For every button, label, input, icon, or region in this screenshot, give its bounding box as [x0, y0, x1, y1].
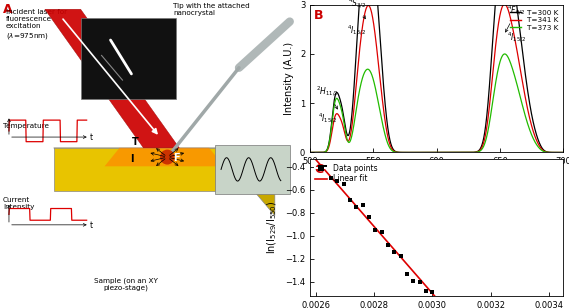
Text: $^4I_{15/2}$: $^4I_{15/2}$	[507, 31, 526, 46]
Point	[333, 179, 342, 184]
Polygon shape	[254, 148, 275, 216]
Polygon shape	[105, 148, 224, 166]
Point	[352, 205, 361, 210]
Text: Sample (on an XY
piezo-stage): Sample (on an XY piezo-stage)	[93, 277, 158, 291]
Circle shape	[160, 150, 174, 164]
Text: C: C	[314, 163, 323, 176]
Text: $^4I_{15/2}$: $^4I_{15/2}$	[318, 112, 337, 126]
Text: t: t	[90, 133, 93, 142]
Text: $^4I_{15/2}$: $^4I_{15/2}$	[347, 23, 366, 38]
Y-axis label: Intensity (A.U.): Intensity (A.U.)	[284, 42, 294, 115]
Text: t: t	[90, 221, 93, 230]
Point	[384, 242, 393, 247]
Point	[371, 228, 380, 233]
Text: Incident laser for
fluorescence
excitation
($\lambda$=975nm): Incident laser for fluorescence excitati…	[6, 9, 67, 41]
Text: B: B	[314, 9, 323, 22]
Text: Current
Intensity: Current Intensity	[3, 197, 34, 210]
Text: T: T	[131, 137, 138, 147]
Point	[327, 175, 336, 180]
Polygon shape	[53, 148, 275, 172]
Polygon shape	[53, 148, 254, 191]
Y-axis label: ln(I$_{529}$/I$_{550}$): ln(I$_{529}$/I$_{550}$)	[266, 201, 279, 254]
Point	[409, 278, 418, 283]
Point	[396, 253, 405, 258]
Text: Fluorescence: Fluorescence	[241, 166, 282, 171]
Point	[339, 181, 348, 186]
Point	[390, 250, 399, 255]
Point	[431, 299, 440, 304]
Point	[365, 214, 374, 219]
Point	[358, 203, 367, 208]
Text: I: I	[130, 154, 134, 164]
Legend: T=300 K, T=341 K, T=373 K: T=300 K, T=341 K, T=373 K	[509, 8, 560, 32]
Point	[320, 165, 329, 170]
Point	[402, 272, 411, 277]
Text: $^4F_{9/2}$: $^4F_{9/2}$	[505, 4, 526, 32]
Bar	[81, 18, 176, 99]
Bar	[215, 145, 290, 194]
Point	[442, 300, 451, 305]
Text: $^4S_{3/2}$: $^4S_{3/2}$	[348, 0, 366, 19]
Polygon shape	[45, 9, 179, 148]
Text: t: t	[287, 180, 290, 186]
Text: Temperature: Temperature	[3, 123, 49, 129]
Text: F: F	[173, 153, 180, 163]
Point	[428, 289, 437, 294]
Point	[422, 289, 431, 294]
X-axis label: Wavelength (nm): Wavelength (nm)	[394, 172, 479, 182]
Point	[345, 198, 354, 203]
Legend: Data points, Linear fit: Data points, Linear fit	[314, 162, 379, 185]
Text: $^2H_{11/2}$: $^2H_{11/2}$	[316, 85, 339, 109]
Text: Tip with the attached
nanocrystal: Tip with the attached nanocrystal	[173, 3, 250, 16]
Point	[377, 230, 386, 235]
Text: A: A	[3, 3, 13, 16]
Point	[415, 279, 424, 284]
